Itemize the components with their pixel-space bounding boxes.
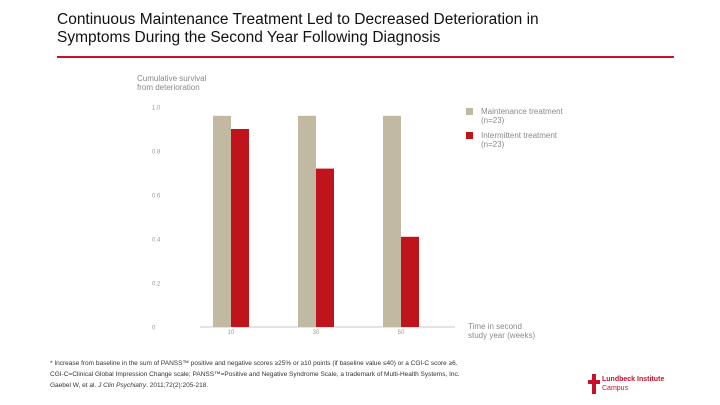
y-tick-label: 0.8 xyxy=(152,150,161,156)
logo-text-secondary: Campus xyxy=(602,385,629,392)
y-tick-label: 1.0 xyxy=(152,106,161,112)
x-axis-title-line: Time in second xyxy=(468,322,522,331)
bar-intermittent-week-30 xyxy=(316,168,334,327)
legend-n: (n=23) xyxy=(481,116,505,125)
footnote-abbreviations: CGI-C=Clinical Global Impression Change … xyxy=(50,371,460,378)
y-tick-label: 0 xyxy=(152,326,156,332)
y-tick-label: 0.6 xyxy=(152,194,161,200)
bar-intermittent-week-10 xyxy=(231,129,249,327)
page-title: Continuous Maintenance Treatment Led to … xyxy=(57,11,657,47)
lundbeck-logo-mark-icon xyxy=(588,374,600,394)
logo-text-primary: Lundbeck Institute xyxy=(602,376,665,383)
title-line-1: Continuous Maintenance Treatment Led to … xyxy=(57,11,539,28)
legend-label: Intermittent treatment xyxy=(481,131,558,140)
legend-n: (n=23) xyxy=(481,140,505,149)
y-tick-label: 0.4 xyxy=(152,238,161,244)
y-tick-label: 0.2 xyxy=(152,282,161,288)
reference-citation: . 2011;72(2):205-218. xyxy=(146,382,209,389)
title-line-2: Symptoms During the Second Year Followin… xyxy=(57,29,441,46)
bar-maintenance-week-30 xyxy=(298,115,316,327)
bar-intermittent-week-50 xyxy=(401,236,419,327)
x-axis-title-line: study year (weeks) xyxy=(468,331,535,340)
x-tick-label: 50 xyxy=(398,330,405,336)
legend-swatch-maintenance xyxy=(466,108,473,115)
x-tick-label: 30 xyxy=(313,330,320,336)
footnote-reference: Gaebel W, et al. J Clin Psychiatry. 2011… xyxy=(50,380,610,391)
reference-authors: Gaebel W, et al. xyxy=(50,382,99,389)
lundbeck-logo: Lundbeck Institute Campus xyxy=(588,374,688,396)
footnotes: * Increase from baseline in the sum of P… xyxy=(50,358,610,391)
reference-journal: J Clin Psychiatry xyxy=(98,382,147,389)
legend-label: Maintenance treatment xyxy=(481,107,564,116)
y-axis-title-line: from deterioration xyxy=(137,83,200,92)
footnote-definition: * Increase from baseline in the sum of P… xyxy=(50,360,458,367)
y-axis-title-line: Cumulative survival xyxy=(137,74,207,83)
x-tick-label: 10 xyxy=(228,330,235,336)
bar-maintenance-week-50 xyxy=(383,115,401,327)
title-divider xyxy=(57,56,674,58)
bar-maintenance-week-10 xyxy=(213,115,231,327)
legend-swatch-intermittent xyxy=(466,132,473,139)
